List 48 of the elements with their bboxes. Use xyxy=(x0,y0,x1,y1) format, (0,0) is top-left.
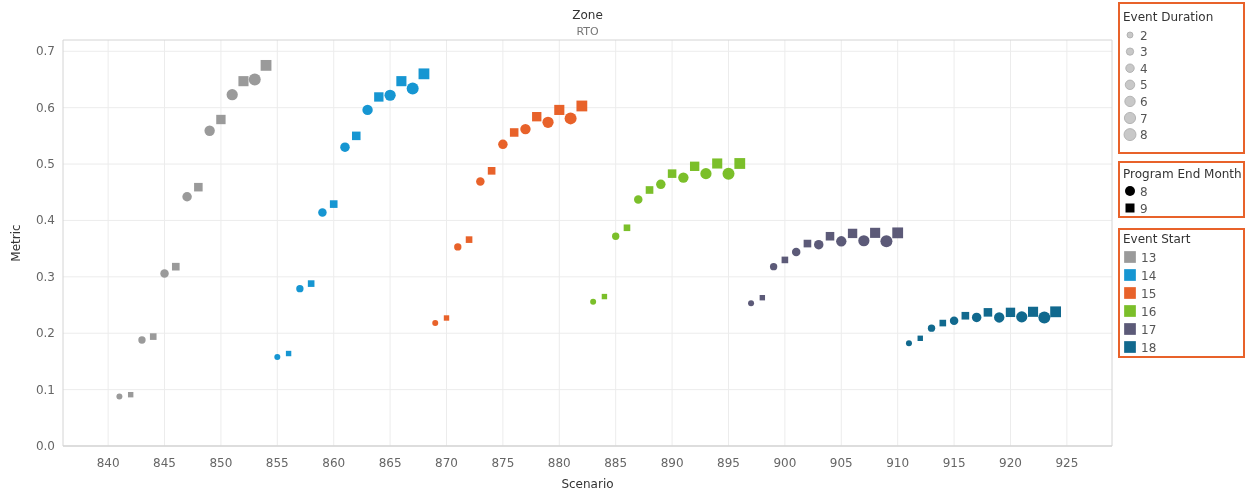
x-tick-label: 900 xyxy=(773,456,797,470)
legend-label: 6 xyxy=(1140,94,1148,109)
y-tick-label: 0.0 xyxy=(35,439,55,453)
text: 8 xyxy=(1140,184,1148,199)
legend-label: 5 xyxy=(1140,78,1148,93)
legend-label: 2 xyxy=(1140,28,1148,43)
text: Program End Month xyxy=(1123,167,1242,181)
legend-title: Event Start xyxy=(1123,232,1191,246)
x-tick-label: 905 xyxy=(829,456,853,470)
y-axis-title: Metric xyxy=(9,224,23,262)
x-tick-label: 860 xyxy=(322,456,346,470)
legend-label: 8 xyxy=(1140,128,1148,143)
x-tick-label: 875 xyxy=(491,456,515,470)
chart-title: Zone xyxy=(572,8,603,22)
legend-label: 4 xyxy=(1140,61,1148,76)
legend-label: 16 xyxy=(1141,305,1157,319)
x-tick-label: 840 xyxy=(96,456,120,470)
x-tick-label: 910 xyxy=(886,456,910,470)
x-tick-label: 870 xyxy=(435,456,458,470)
legend-label: 13 xyxy=(1141,251,1157,265)
chart-subtitle: RTO xyxy=(576,25,599,38)
text: Event Duration xyxy=(1123,10,1214,24)
legend-label: 7 xyxy=(1140,111,1148,126)
legend-label: 17 xyxy=(1141,323,1157,337)
x-tick-label: 915 xyxy=(942,456,966,470)
y-tick-label: 0.3 xyxy=(35,269,55,284)
x-axis-title: Scenario xyxy=(561,477,614,491)
x-tick-label: 890 xyxy=(660,456,684,470)
legend-label: 18 xyxy=(1141,341,1157,355)
y-tick-label: 0.6 xyxy=(35,100,55,115)
legend-label: 3 xyxy=(1140,45,1148,60)
legend-label: 14 xyxy=(1141,269,1157,283)
x-tick-label: 880 xyxy=(547,456,571,470)
x-tick-label: 895 xyxy=(717,456,740,470)
y-tick-label: 0.1 xyxy=(35,382,55,397)
x-tick-label: 855 xyxy=(265,456,289,470)
x-tick-label: 845 xyxy=(153,456,176,470)
x-tick-label: 865 xyxy=(378,456,402,470)
x-tick-label: 920 xyxy=(999,456,1022,470)
y-tick-label: 0.5 xyxy=(35,157,55,172)
y-tick-label: 0.2 xyxy=(35,326,55,341)
y-tick-label: 0.7 xyxy=(35,44,55,59)
x-tick-label: 850 xyxy=(209,456,233,470)
x-tick-label: 925 xyxy=(1055,456,1079,470)
text: 9 xyxy=(1140,201,1148,216)
x-tick-label: 885 xyxy=(604,456,628,470)
legend-label: 15 xyxy=(1141,287,1157,301)
y-tick-label: 0.4 xyxy=(35,213,55,228)
